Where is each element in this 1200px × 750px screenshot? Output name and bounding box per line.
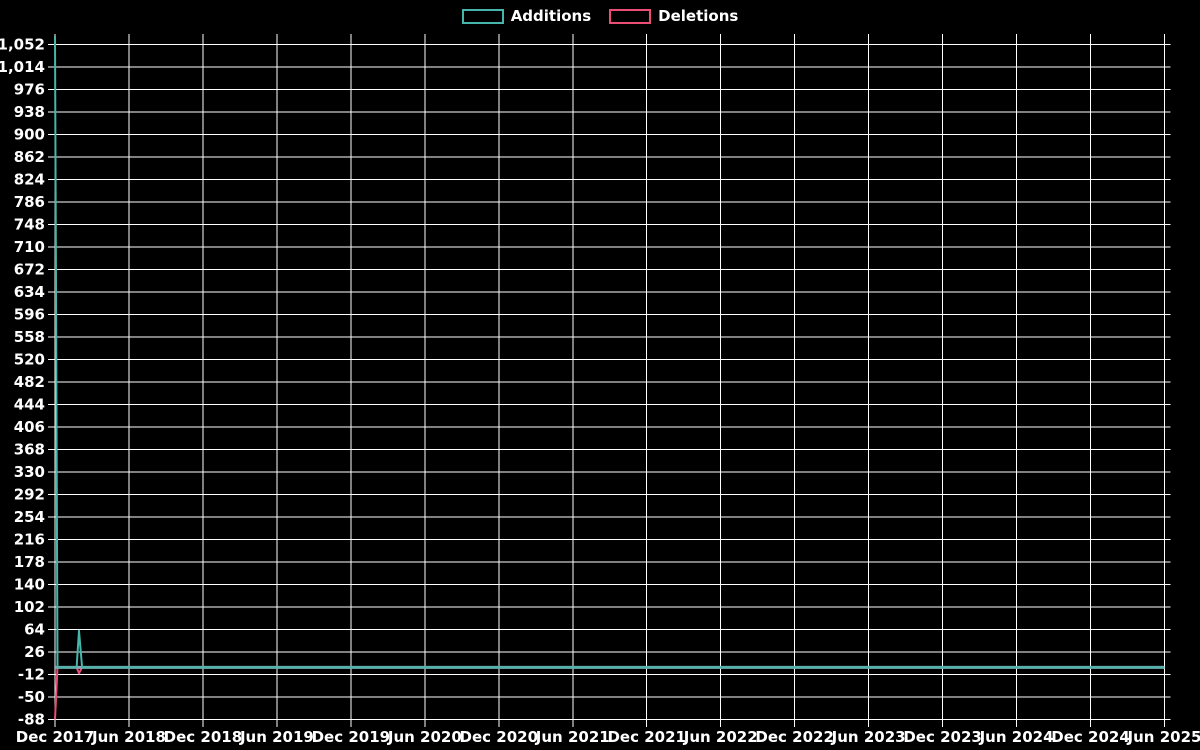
- x-axis-tick-label: Jun 2025: [1127, 728, 1200, 746]
- x-axis-tick-label: Jun 2021: [535, 728, 610, 746]
- x-axis-tick-label: Dec 2017: [16, 728, 95, 746]
- x-axis-tick-label: Dec 2022: [755, 728, 834, 746]
- additions-swatch-icon: [461, 8, 504, 24]
- y-axis-tick-label: 900: [14, 125, 45, 143]
- x-axis-tick-label: Dec 2023: [903, 728, 982, 746]
- x-axis-tick-label: Jun 2024: [979, 728, 1054, 746]
- x-axis-tick-label: Jun 2018: [91, 728, 166, 746]
- y-axis-tick-label: 1,052: [0, 35, 45, 53]
- y-axis-tick-label: 558: [14, 328, 45, 346]
- deletions-swatch-icon: [609, 8, 652, 24]
- y-axis-tick-label: -12: [18, 665, 45, 683]
- x-axis-tick-label: Dec 2024: [1051, 728, 1130, 746]
- legend-item-deletions[interactable]: Deletions: [609, 7, 738, 25]
- y-axis-tick-label: 64: [24, 620, 45, 638]
- y-axis-tick-label: -88: [18, 711, 45, 729]
- chart-legend: Additions Deletions: [0, 7, 1200, 25]
- y-axis-tick-label: 368: [14, 440, 45, 458]
- y-axis-tick-label: 976: [14, 80, 45, 98]
- y-axis-tick-label: 216: [14, 530, 45, 548]
- y-axis-tick-label: 596: [14, 305, 45, 323]
- y-axis-tick-label: 178: [14, 553, 45, 571]
- x-axis-tick-label: Dec 2020: [460, 728, 539, 746]
- y-axis-tick-label: 26: [24, 643, 45, 661]
- y-axis-tick-label: 482: [14, 373, 45, 391]
- y-axis-tick-label: 748: [14, 215, 45, 233]
- y-axis-tick-label: 824: [14, 170, 45, 188]
- y-axis-tick-label: 786: [14, 193, 45, 211]
- y-axis-tick-label: 254: [14, 508, 45, 526]
- y-axis-tick-label: -50: [18, 688, 45, 706]
- legend-label-deletions: Deletions: [658, 7, 739, 25]
- x-axis-tick-label: Jun 2023: [831, 728, 906, 746]
- y-axis-tick-label: 292: [14, 485, 45, 503]
- y-axis-tick-label: 520: [14, 350, 45, 368]
- y-axis-tick-label: 672: [14, 260, 45, 278]
- y-axis-tick-label: 444: [14, 395, 45, 413]
- x-axis-tick-label: Jun 2019: [239, 728, 314, 746]
- y-axis-tick-label: 634: [14, 283, 45, 301]
- y-axis-tick-label: 140: [14, 575, 45, 593]
- y-axis-tick-label: 330: [14, 463, 45, 481]
- legend-item-additions[interactable]: Additions: [461, 7, 592, 25]
- y-axis-tick-label: 1,014: [0, 58, 45, 76]
- legend-label-additions: Additions: [510, 7, 592, 25]
- y-axis-tick-label: 938: [14, 103, 45, 121]
- additions-series-line: [54, 36, 1165, 669]
- x-axis-tick-label: Dec 2019: [312, 728, 391, 746]
- deletions-series-line: [54, 666, 1165, 720]
- y-axis-tick-label: 862: [14, 148, 45, 166]
- y-axis-tick-label: 102: [14, 598, 45, 616]
- x-axis-tick-label: Jun 2020: [387, 728, 462, 746]
- y-axis-tick-label: 710: [14, 238, 45, 256]
- x-axis-tick-label: Dec 2021: [607, 728, 686, 746]
- y-axis-tick-label: 406: [14, 418, 45, 436]
- x-axis-tick-label: Dec 2018: [164, 728, 243, 746]
- x-axis-tick-label: Jun 2022: [683, 728, 758, 746]
